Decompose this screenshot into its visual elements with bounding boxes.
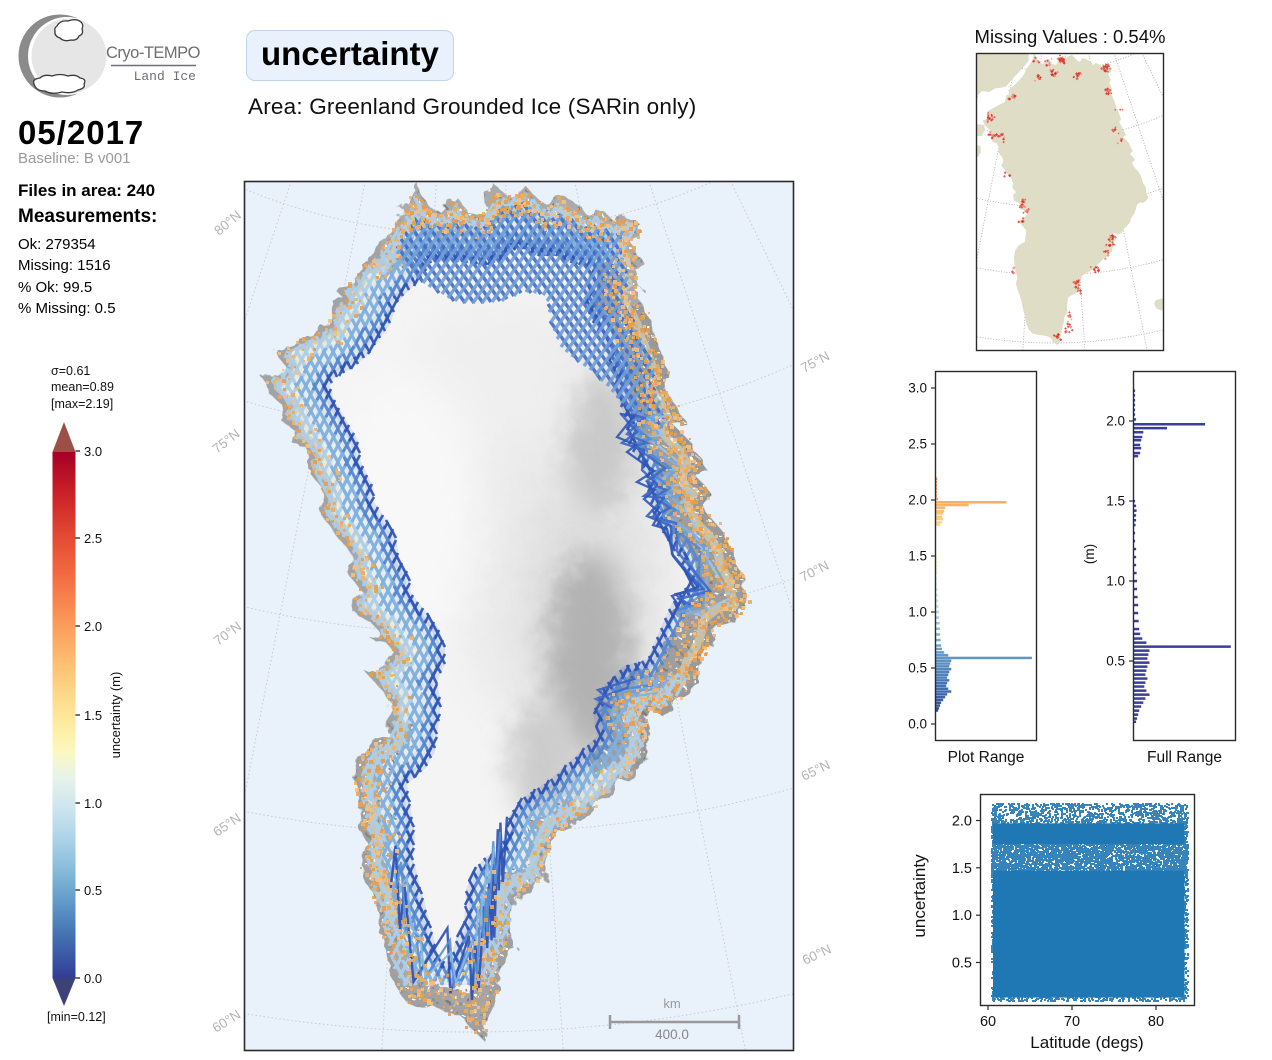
svg-text:Latitude (degs): Latitude (degs)	[1030, 1033, 1143, 1052]
svg-text:1.5: 1.5	[952, 861, 972, 877]
svg-text:2.0: 2.0	[952, 814, 972, 830]
svg-text:1.5: 1.5	[1106, 494, 1125, 509]
svg-text:Cryo-TEMPO: Cryo-TEMPO	[106, 44, 201, 62]
svg-text:0.0: 0.0	[908, 717, 927, 732]
svg-text:1.0: 1.0	[84, 796, 102, 811]
svg-text:65°N: 65°N	[799, 757, 833, 784]
svg-text:80°N: 80°N	[211, 207, 244, 238]
svg-text:2.0: 2.0	[1106, 414, 1125, 429]
svg-text:60: 60	[980, 1014, 996, 1030]
svg-text:0.5: 0.5	[1106, 654, 1125, 669]
svg-text:0.5: 0.5	[84, 883, 102, 898]
svg-text:Full Range: Full Range	[1147, 749, 1222, 766]
svg-text:3.0: 3.0	[908, 381, 927, 396]
svg-text:75°N: 75°N	[210, 426, 243, 456]
svg-text:75°N: 75°N	[798, 348, 832, 375]
svg-text:70°N: 70°N	[211, 619, 244, 649]
svg-text:1.0: 1.0	[952, 908, 972, 924]
svg-text:60°N: 60°N	[210, 1007, 244, 1036]
svg-text:0.0: 0.0	[84, 971, 102, 986]
svg-text:3.0: 3.0	[84, 444, 102, 459]
svg-text:1.0: 1.0	[908, 605, 927, 620]
svg-text:[max=2.19]: [max=2.19]	[51, 397, 113, 411]
svg-text:2.0: 2.0	[908, 493, 927, 508]
svg-text:uncertainty: uncertainty	[910, 854, 929, 938]
svg-text:1.5: 1.5	[84, 708, 102, 723]
svg-text:60°N: 60°N	[800, 941, 834, 967]
svg-text:80: 80	[1148, 1014, 1164, 1030]
svg-text:70: 70	[1064, 1014, 1080, 1030]
svg-text:(m): (m)	[1082, 544, 1097, 564]
svg-text:mean=0.89: mean=0.89	[51, 380, 114, 394]
svg-text:70°N: 70°N	[798, 558, 832, 585]
svg-text:0.5: 0.5	[908, 661, 927, 676]
svg-text:[min=0.12]: [min=0.12]	[47, 1010, 106, 1024]
svg-text:Plot Range: Plot Range	[948, 749, 1025, 766]
svg-text:2.5: 2.5	[908, 437, 927, 452]
svg-text:uncertainty (m): uncertainty (m)	[108, 672, 123, 759]
svg-text:1.5: 1.5	[908, 549, 927, 564]
svg-text:Land Ice: Land Ice	[134, 69, 196, 84]
svg-text:400.0: 400.0	[655, 1027, 689, 1042]
svg-text:0.5: 0.5	[952, 956, 972, 972]
svg-text:2.5: 2.5	[84, 531, 102, 546]
svg-text:σ=0.61: σ=0.61	[51, 364, 90, 378]
svg-text:1.0: 1.0	[1106, 574, 1125, 589]
svg-text:km: km	[663, 996, 680, 1011]
svg-text:2.0: 2.0	[84, 619, 102, 634]
svg-text:65°N: 65°N	[210, 810, 243, 839]
